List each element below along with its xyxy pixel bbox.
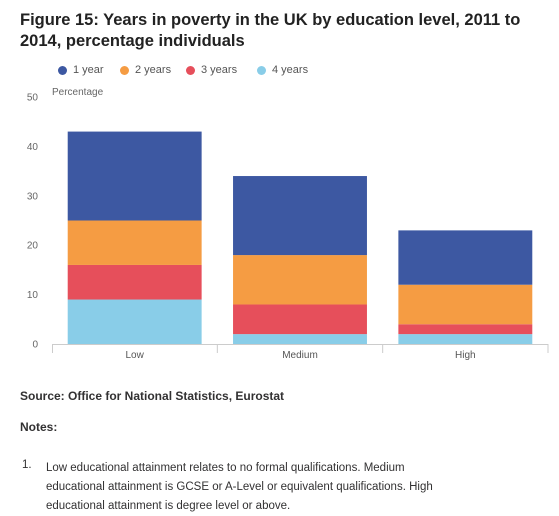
- legend-label: 4 years: [272, 64, 309, 76]
- legend-swatch: [257, 65, 266, 75]
- bar-segment[interactable]: [67, 131, 202, 221]
- x-tick-label: Medium: [282, 350, 318, 361]
- legend-label: 3 years: [201, 64, 238, 76]
- bar-segment[interactable]: [233, 304, 367, 335]
- bar-segment[interactable]: [67, 220, 202, 265]
- bar-segment[interactable]: [398, 284, 533, 325]
- y-tick-label: 40: [27, 142, 39, 153]
- y-tick-label: 10: [27, 290, 39, 301]
- y-tick-label: 20: [27, 241, 39, 252]
- legend-item[interactable]: 4 years: [257, 64, 308, 76]
- y-tick-label: 50: [27, 93, 39, 104]
- bar-segment[interactable]: [233, 255, 367, 305]
- legend-item[interactable]: 2 years: [120, 64, 171, 76]
- legend-swatch: [120, 65, 129, 75]
- bar-segment[interactable]: [67, 264, 202, 300]
- x-tick-label: Low: [125, 350, 144, 361]
- legend-item[interactable]: 3 years: [186, 64, 237, 76]
- y-tick-label: 30: [27, 191, 39, 202]
- bar-segment[interactable]: [398, 334, 533, 344]
- note-text: Low educational attainment relates to no…: [46, 462, 433, 512]
- stacked-bar-chart: Percentage 0 10 20 30 40 50 Low Medium High: [27, 87, 549, 361]
- source-text: Source: Office for National Statistics, …: [20, 389, 285, 403]
- bar-segment[interactable]: [398, 324, 533, 335]
- y-tick-label: 0: [32, 340, 38, 351]
- legend-item[interactable]: 1 year: [58, 64, 104, 76]
- legend-swatch: [186, 65, 195, 75]
- note-number: 1.: [22, 459, 32, 471]
- x-tick-label: High: [455, 350, 476, 361]
- bar-segment[interactable]: [233, 176, 367, 256]
- chart-title: Figure 15: Years in poverty in the UK by…: [20, 11, 521, 50]
- legend-label: 2 years: [135, 64, 172, 76]
- legend-label: 1 year: [73, 64, 104, 76]
- bar-segment[interactable]: [233, 334, 367, 344]
- legend-swatch: [58, 65, 67, 75]
- y-axis-label: Percentage: [52, 87, 104, 98]
- notes-heading: Notes:: [20, 420, 58, 434]
- bar-segment[interactable]: [67, 299, 202, 344]
- bar-segment[interactable]: [398, 230, 533, 285]
